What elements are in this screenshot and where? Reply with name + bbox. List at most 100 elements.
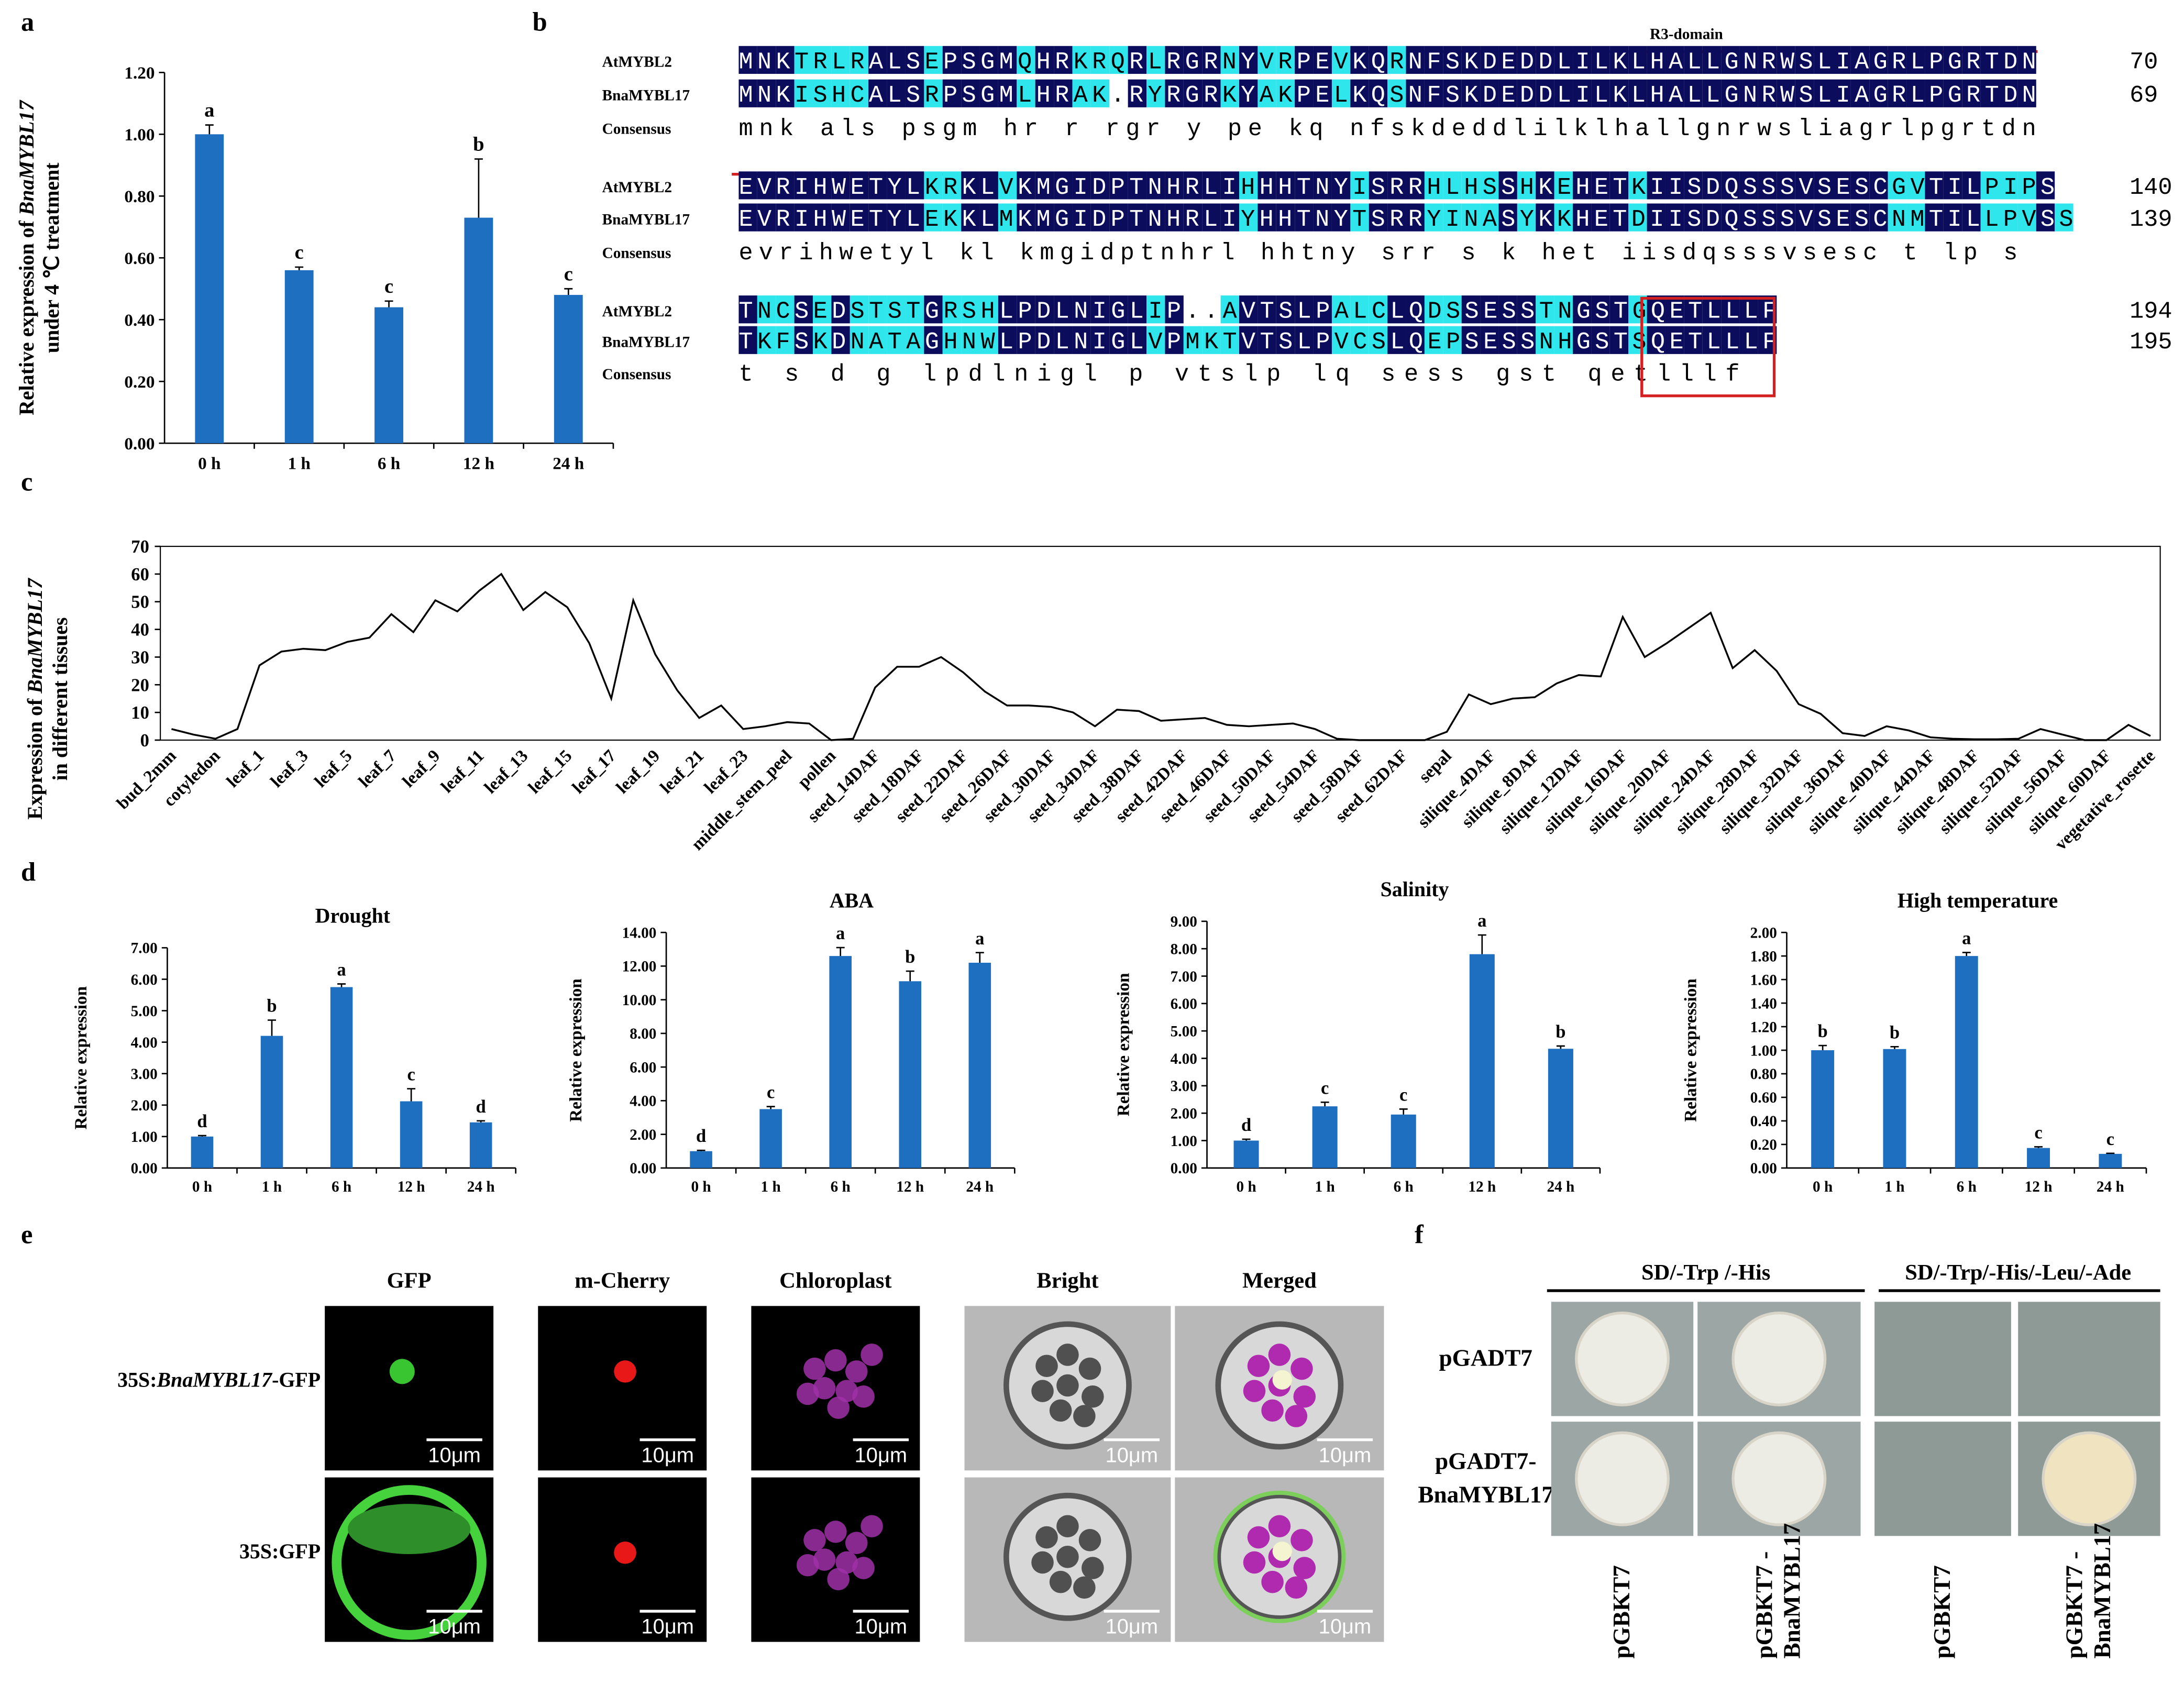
organelle [1082,1385,1104,1408]
residue-shade [1443,326,1462,354]
significance-letter: d [696,1126,706,1146]
residue-shade [1591,46,1610,74]
residue-shade [1609,46,1629,74]
residue-shade [1628,295,1647,324]
x-tick-label: 0 h [198,454,220,473]
residue-shade [1183,326,1203,354]
bar [2027,1148,2050,1168]
residue-shade [1554,326,1573,354]
residue-shade [1554,203,1573,232]
x-tick-label: 24 h [553,454,584,473]
residue-shade [868,326,887,354]
sequence-end: 195 [2130,328,2172,356]
residue-shade [1628,79,1647,107]
residue-shade [1331,46,1351,74]
sequence-name: Consensus [602,120,671,137]
y-tick-label: 60 [131,565,149,585]
significance-letter: d [1241,1115,1251,1135]
residue-shade [1202,46,1221,74]
residue-shade [794,171,813,200]
residue-shade [1072,79,1091,107]
organelle [1285,1576,1308,1599]
column-label: pGBKT7 - [2061,1551,2088,1659]
residue-shade [961,79,980,107]
residue-shade [1128,79,1147,107]
residue-shade [1869,171,1888,200]
residue-shade [738,295,757,324]
bar [191,1136,214,1168]
residue-shade [1480,295,1499,324]
residue-shade [1702,171,1722,200]
residue-shade [1777,171,1795,200]
residue-shade [850,326,869,354]
residue-shade [1609,326,1629,354]
residue-shade [2055,203,2073,232]
residue-shade [1295,326,1314,354]
residue-shade [1980,171,2000,200]
residue-shade [1054,171,1073,200]
row-label: BnaMYBL17 [1418,1482,1553,1508]
y-tick-label: 0 [140,731,149,751]
residue-shade [1128,203,1147,232]
residue-shade [1331,295,1351,324]
residue-shade [1424,171,1443,200]
residue-shade [1109,46,1128,74]
residue-shade [998,171,1017,200]
column-header: Bright [1036,1269,1098,1293]
residue-shade [1424,203,1443,232]
residue-shade [1165,46,1184,74]
organelle [1056,1515,1079,1538]
bar [554,295,583,444]
residue-shade [905,46,924,74]
y-tick-label: 1.80 [1750,948,1777,965]
scale-bar-label: 10μm [641,1615,694,1638]
residue-shade [1165,79,1184,107]
residue-shade [1888,79,1907,107]
chloroplast-signal [852,1385,875,1408]
residue-shade [813,203,832,232]
residue-shade [1554,171,1573,200]
residue-shade [1146,171,1165,200]
residue-shade [1017,295,1035,324]
residue-shade [757,326,776,354]
residue-shade [1702,295,1722,324]
nucleus [1272,1370,1292,1390]
column-header: m-Cherry [575,1269,670,1293]
residue-shade [1647,326,1665,354]
panel-letter: f [1415,1220,1424,1249]
y-tick-label: 4.00 [1171,1051,1197,1067]
residue-shade [1758,171,1777,200]
residue-shade [831,79,850,107]
residue-shade [1072,295,1091,324]
residue-shade [1814,171,1833,200]
sequence-name: Consensus [602,245,671,261]
x-tick-label: 6 h [332,1179,351,1195]
residue-shade [1369,79,1388,107]
residue-shade [998,79,1017,107]
residue-shade [1869,46,1888,74]
residue-shade [924,171,943,200]
organelle [1049,1399,1072,1422]
y-axis-label-part: under 4 ℃ treatment [40,162,63,353]
residue-shade [831,326,850,354]
organelle [1056,1344,1079,1366]
residue-shade [1480,203,1499,232]
y-tick-label: 30 [131,647,149,667]
significance-letter: c [767,1083,775,1103]
x-tick-label: 12 h [398,1179,425,1195]
organelle [1285,1405,1308,1427]
row-label: pGADT7 [1439,1345,1532,1371]
y-axis-label-part: Relative expression [1114,973,1133,1117]
residue-shade [1109,203,1128,232]
sequence-name: BnaMYBL17 [602,334,690,351]
residue-shade [1702,79,1722,107]
x-tick-label: 0 h [691,1179,711,1195]
sequence-name: AtMYBL2 [602,54,672,71]
residue-shade [1758,203,1777,232]
residue-shade [831,203,850,232]
residue-shade [887,79,906,107]
residue-shade [813,171,832,200]
nucleus [1272,1542,1292,1561]
domain-label: R3-domain [1650,26,1723,43]
residue-shade [1702,46,1722,74]
